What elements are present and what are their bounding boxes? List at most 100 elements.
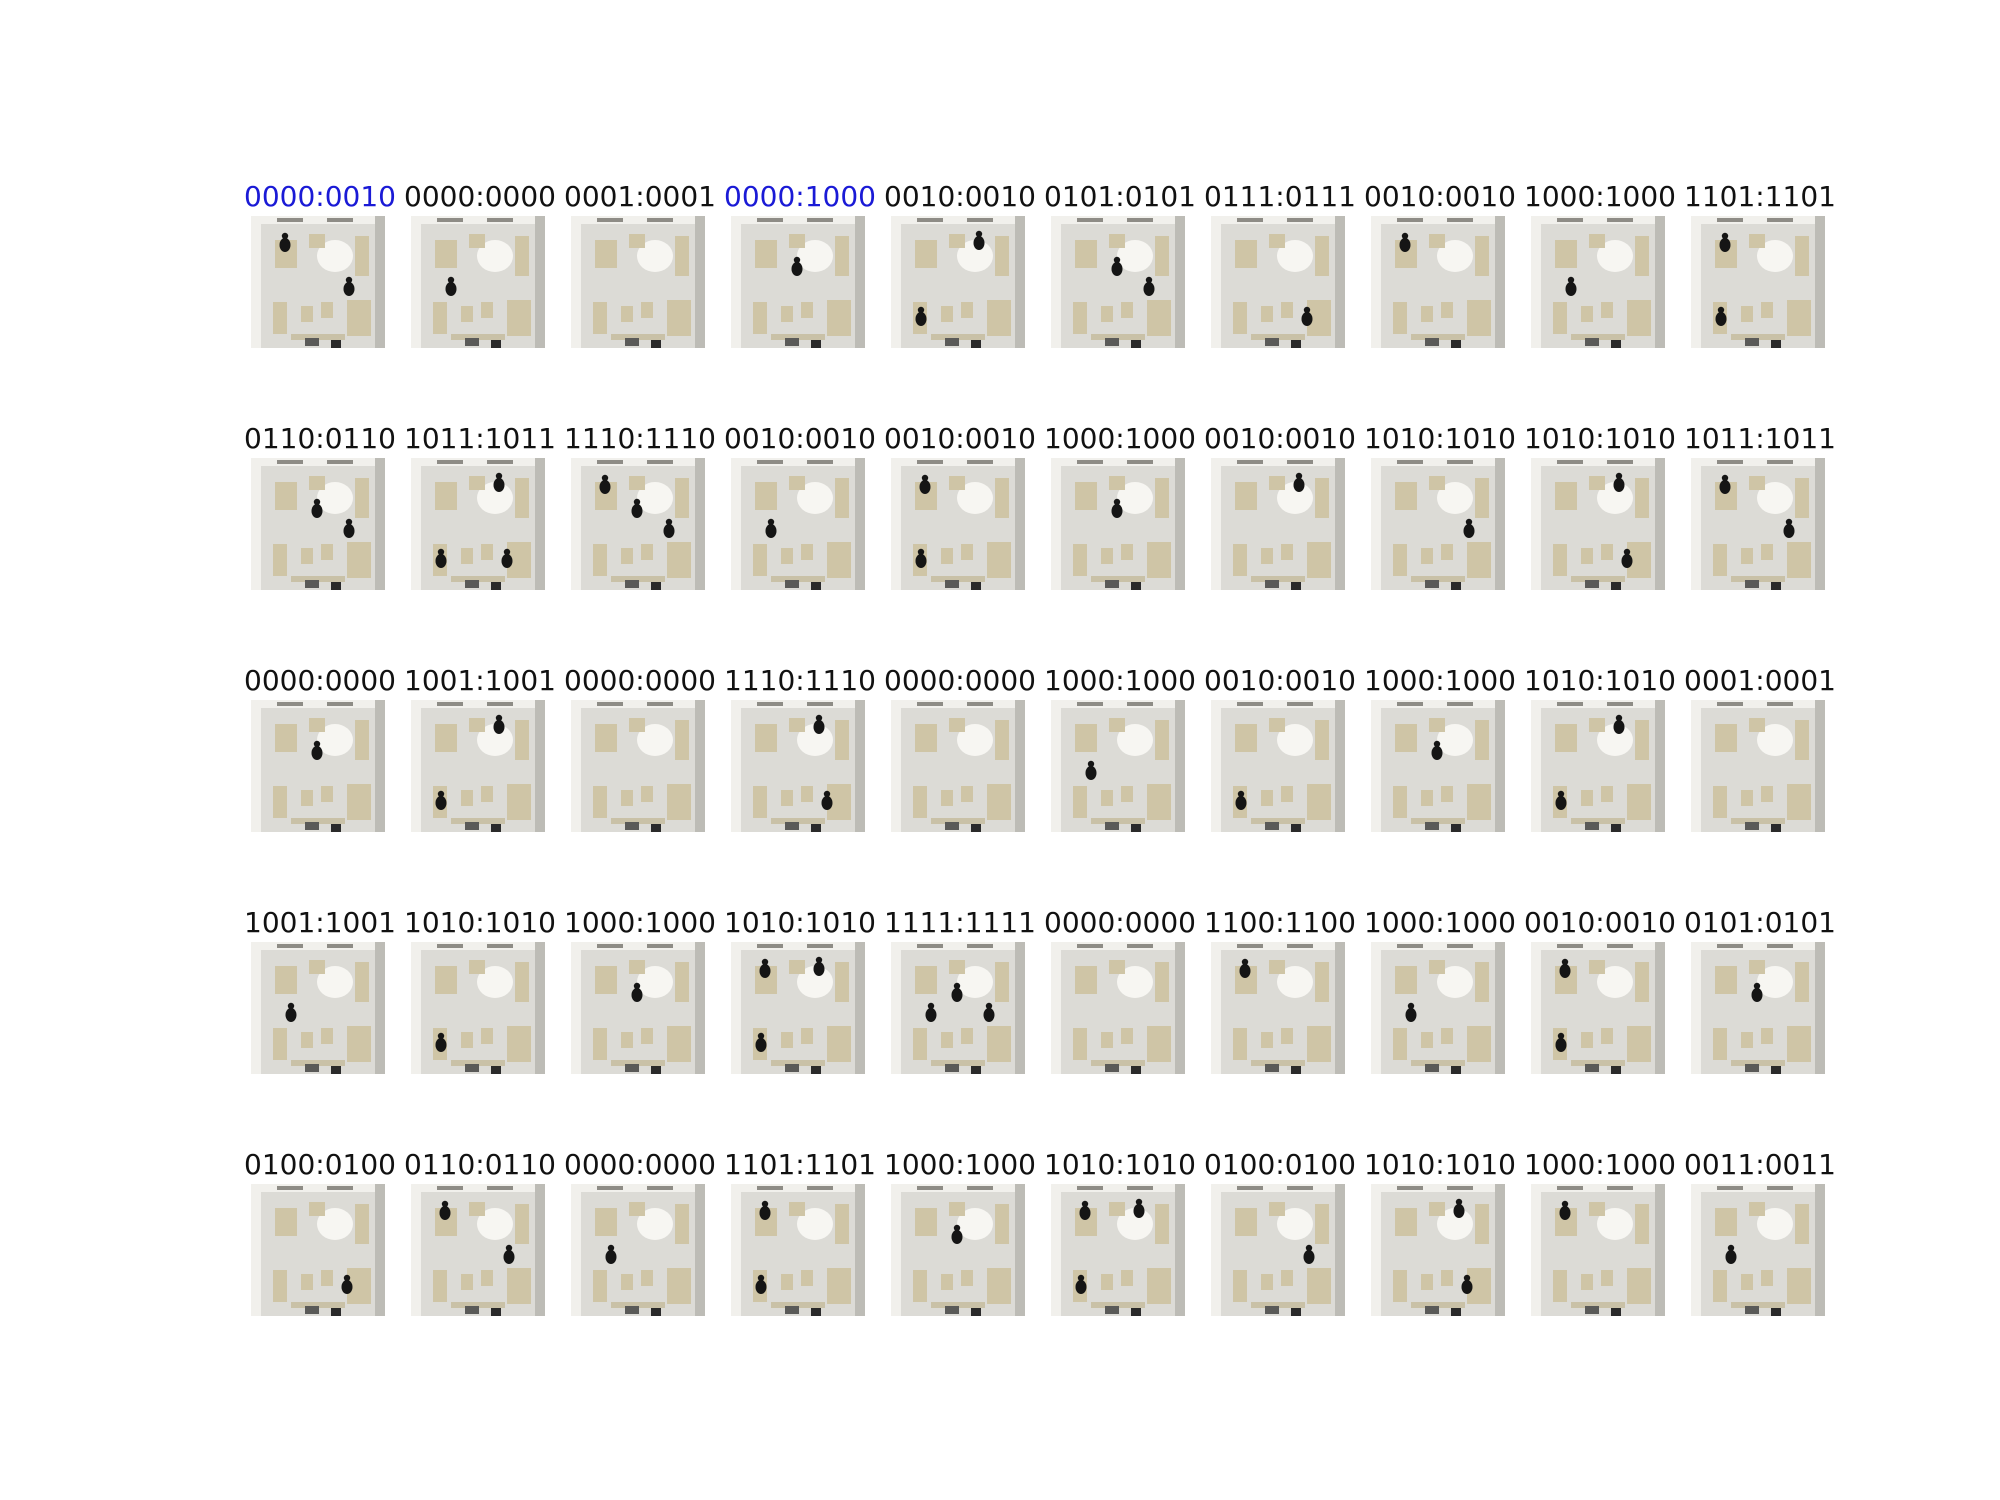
room-light	[1437, 724, 1473, 756]
room-chair	[1601, 544, 1613, 560]
room-sofa	[515, 1204, 529, 1244]
grid-cell: 0001:0001	[1680, 664, 1840, 834]
room-chair	[1601, 1028, 1613, 1044]
room-bed	[347, 300, 371, 336]
room-wall-left	[891, 1184, 901, 1316]
room-chair	[1281, 544, 1293, 560]
room-shelf	[1251, 334, 1305, 340]
cell-caption: 1001:1001	[244, 906, 396, 939]
room-chair	[961, 302, 973, 318]
room-render-thumbnail	[1051, 216, 1185, 348]
person-silhouette	[1303, 1244, 1315, 1264]
room-wall-top	[251, 216, 385, 224]
person-silhouette	[605, 1244, 617, 1264]
room-wall-right	[1015, 942, 1025, 1074]
room-wall-right	[375, 942, 385, 1074]
room-render	[731, 700, 865, 832]
room-light	[797, 724, 833, 756]
room-wall-right	[1655, 216, 1665, 348]
cell-caption: 1010:1010	[1364, 1148, 1516, 1181]
room-wall-left	[1051, 700, 1061, 832]
room-render-thumbnail	[1051, 458, 1185, 590]
room-render-thumbnail	[891, 1184, 1025, 1316]
room-light	[637, 240, 673, 272]
room-wall-right	[1175, 458, 1185, 590]
room-bed	[1713, 1028, 1727, 1060]
room-render	[1211, 942, 1345, 1074]
room-shelf	[611, 334, 665, 340]
room-light	[957, 240, 993, 272]
room-light	[1597, 482, 1633, 514]
room-wall-top	[1211, 700, 1345, 708]
room-shelf	[1571, 818, 1625, 824]
room-shelf	[1251, 1060, 1305, 1066]
grid-cell: 1100:1100	[1200, 906, 1360, 1076]
room-window	[757, 460, 783, 464]
room-wall-left	[411, 458, 421, 590]
room-table	[755, 482, 777, 510]
room-wall-top	[1211, 216, 1345, 224]
room-wall-top	[1691, 458, 1825, 466]
room-door	[1131, 1066, 1141, 1074]
room-wall-left	[1211, 1184, 1221, 1316]
room-sofa	[675, 720, 689, 760]
room-render-thumbnail	[1051, 1184, 1185, 1316]
grid-cell: 1110:1110	[720, 664, 880, 834]
person-silhouette	[435, 790, 447, 810]
room-light	[1117, 1208, 1153, 1240]
room-table	[1235, 1208, 1257, 1236]
room-door-mat	[1585, 1064, 1599, 1072]
room-bed	[1307, 1268, 1331, 1304]
room-render	[1371, 942, 1505, 1074]
room-window	[757, 1186, 783, 1190]
room-light	[1757, 482, 1793, 514]
room-table	[915, 724, 937, 752]
room-window	[277, 218, 303, 222]
room-chair	[1761, 544, 1773, 560]
room-bed	[987, 784, 1011, 820]
grid-cell: 0000:0000	[560, 664, 720, 834]
room-door	[1291, 1066, 1301, 1074]
room-table	[1555, 240, 1577, 268]
room-wall-top	[251, 700, 385, 708]
room-door	[1291, 582, 1301, 590]
room-shelf	[451, 1060, 505, 1066]
room-render	[891, 1184, 1025, 1316]
room-chair	[469, 234, 485, 248]
room-chair	[949, 234, 965, 248]
room-wall-right	[1815, 458, 1825, 590]
room-render	[571, 1184, 705, 1316]
cell-caption: 0100:0100	[244, 1148, 396, 1181]
room-window	[1447, 702, 1473, 706]
room-wall-right	[1655, 942, 1665, 1074]
room-bed	[1393, 302, 1407, 334]
person-silhouette	[279, 232, 291, 252]
room-wall-left	[1691, 942, 1701, 1074]
room-chair	[949, 718, 965, 732]
room-wall-top	[251, 458, 385, 466]
room-chair	[1429, 234, 1445, 248]
cell-caption: 1011:1011	[1684, 422, 1836, 455]
room-render	[1371, 216, 1505, 348]
room-bed	[987, 1026, 1011, 1062]
room-chair	[641, 786, 653, 802]
room-wall-top	[891, 458, 1025, 466]
room-chair	[1761, 1028, 1773, 1044]
person-silhouette	[1075, 1274, 1087, 1294]
grid-cell: 1000:1000	[880, 1148, 1040, 1318]
room-bed	[433, 302, 447, 334]
room-chair	[1589, 960, 1605, 974]
room-door	[1771, 1308, 1781, 1316]
room-window	[757, 944, 783, 948]
room-door	[811, 582, 821, 590]
room-wall-top	[731, 700, 865, 708]
room-chair	[1601, 1270, 1613, 1286]
room-sofa	[1315, 478, 1329, 518]
room-chair	[461, 790, 473, 806]
cell-caption: 1000:1000	[1364, 906, 1516, 939]
room-window	[1127, 1186, 1153, 1190]
room-chair	[1589, 234, 1605, 248]
room-chair	[781, 306, 793, 322]
grid-cell: 0010:0010	[1520, 906, 1680, 1076]
room-bed	[753, 786, 767, 818]
